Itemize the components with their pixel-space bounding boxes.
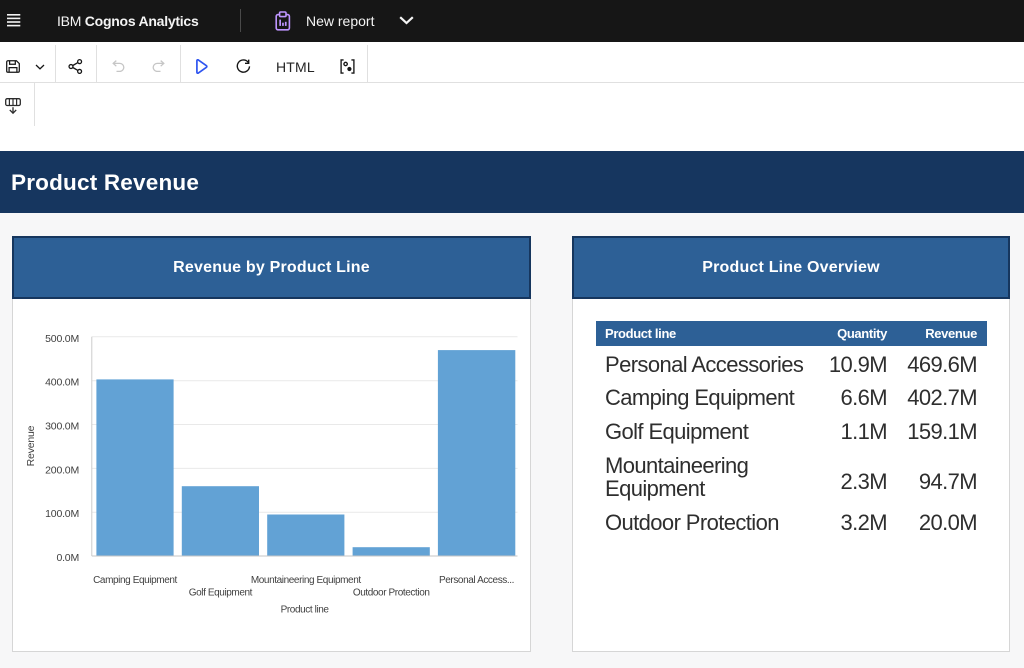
svg-text:500.0M: 500.0M [45,333,79,345]
svg-text:Personal Access...: Personal Access... [439,575,514,586]
svg-text:100.0M: 100.0M [45,508,79,520]
svg-text:300.0M: 300.0M [45,421,79,433]
svg-text:Outdoor Protection: Outdoor Protection [353,588,430,599]
svg-text:200.0M: 200.0M [45,464,79,476]
svg-text:Revenue: Revenue [25,425,37,466]
svg-text:400.0M: 400.0M [45,377,79,389]
svg-text:0.0M: 0.0M [56,552,79,564]
svg-text:Product line: Product line [281,605,330,616]
svg-text:Golf Equipment: Golf Equipment [189,588,253,599]
svg-text:Camping Equipment: Camping Equipment [93,575,177,586]
svg-text:Mountaineering Equipment: Mountaineering Equipment [251,575,362,586]
